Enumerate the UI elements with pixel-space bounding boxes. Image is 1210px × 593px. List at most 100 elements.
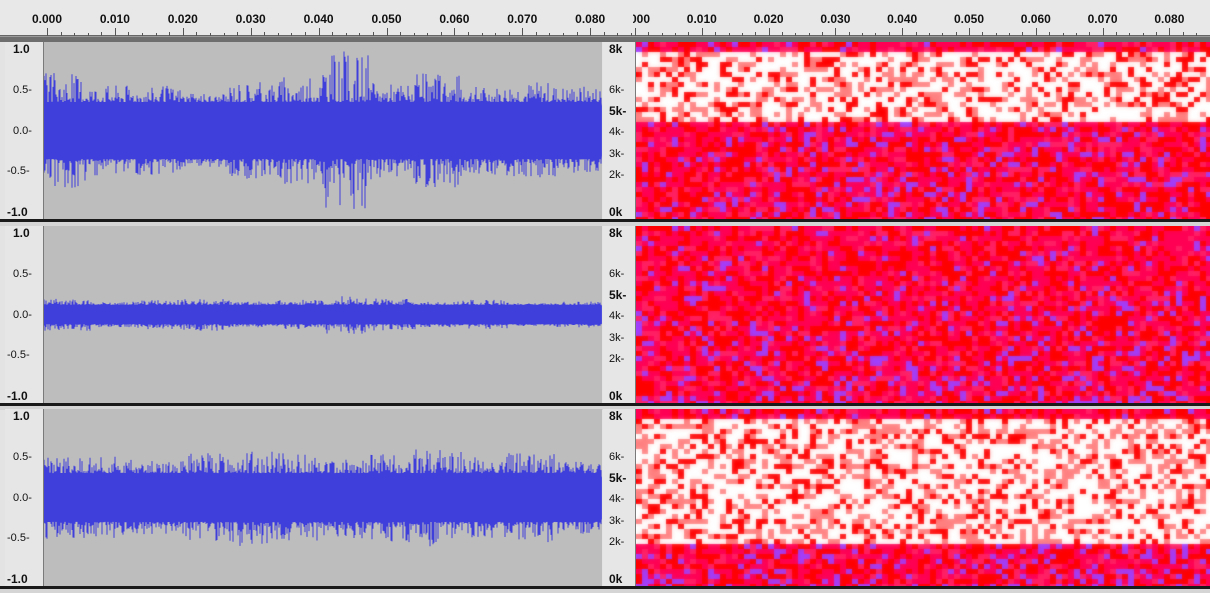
ruler-minor-tick [1022,32,1024,36]
amplitude-scale[interactable]: 1.0 0.5- 0.0- -0.5- -1.0 [5,42,44,219]
track-separator[interactable] [0,219,1210,222]
frequency-label: 2k- [609,535,625,548]
ruler-minor-tick [332,32,334,36]
spectrogram-view[interactable] [636,226,1210,403]
frequency-label: 0k [609,388,623,403]
frequency-scale[interactable]: 8k 6k- 5k- 4k- 3k- 2k- 0k [603,226,636,403]
ruler-minor-tick [781,32,783,36]
waveform-view[interactable] [44,409,602,586]
ruler-label: 0.050 [371,12,402,26]
ruler-minor-tick [915,32,917,36]
ruler-minor-tick [576,32,578,36]
waveform-view[interactable] [44,226,602,403]
ruler-minor-tick [535,32,537,36]
frequency-label: 4k- [609,493,625,506]
ruler-minor-tick [848,32,850,36]
frequency-label: 6k- [609,450,625,463]
ruler-minor-tick [413,33,415,36]
ruler-minor-tick [1049,32,1051,36]
ruler-minor-tick [563,33,565,36]
ruler-minor-tick [942,33,944,36]
waveform-peaks [44,296,602,334]
ruler-label: 0.070 [507,12,538,26]
track-1[interactable]: 1.0 0.5- 0.0- -0.5- -1.0 8k 6k- 5k- 4k- 3k- 2k- 0k [0,42,1210,219]
amplitude-label: 0.0- [13,308,32,321]
ruler-major-tick [590,28,592,36]
ruler-label: 0.030 [820,12,851,26]
frequency-scale[interactable]: 8k 6k- 5k- 4k- 3k- 2k- 0k [603,409,636,586]
ruler-minor-tick [196,32,198,36]
ruler-minor-tick [142,33,144,36]
waveform [44,296,602,334]
frequency-label: 5k- [609,104,627,119]
ruler-label: 0.080 [1154,12,1185,26]
ruler-minor-tick [688,32,690,36]
ruler-minor-tick [508,32,510,36]
ruler-minor-tick [675,33,677,36]
track-separator[interactable] [0,403,1210,406]
amplitude-label: -0.5- [7,532,30,545]
ruler-minor-tick [101,32,103,36]
ruler-label: 0.070 [1087,12,1118,26]
frequency-label: 6k- [609,83,625,96]
frequency-label: 5k- [609,288,627,303]
spectrogram-view[interactable] [636,42,1210,219]
amplitude-label: 0.0- [13,491,32,504]
ruler-minor-tick [715,32,717,36]
ruler-minor-tick [155,33,157,36]
amplitude-scale[interactable]: 1.0 0.5- 0.0- -0.5- -1.0 [5,409,44,586]
frequency-label: 5k- [609,471,627,486]
spectrogram [636,42,1210,219]
time-ruler-waveform[interactable]: 0.000 0.010 0.020 0.030 0.040 0.050 0.060 0.070… [0,0,633,37]
ruler-minor-tick [982,32,984,36]
amplitude-label: -1.0 [7,388,28,403]
ruler-minor-tick [1182,32,1184,36]
ruler-minor-tick [822,32,824,36]
track-gap [0,406,1210,410]
waveform-peaks [44,449,602,547]
ruler-label: 0.010 [99,12,130,26]
ruler-minor-tick [128,32,130,36]
time-ruler-spectrogram[interactable]: 0.000 0.010 0.020 0.030 0.040 0.050 0.060 0.070… [633,0,1210,37]
amplitude-label: 0.5- [13,450,32,463]
amplitude-label: 0.5- [13,83,32,96]
frequency-label: 3k- [609,514,625,527]
ruler-minor-tick [467,32,469,36]
ruler-major-tick [969,28,970,36]
ruler-minor-tick [372,32,374,36]
amplitude-label: 1.0 [13,42,30,57]
waveform-view[interactable] [44,42,602,219]
ruler-minor-tick [277,33,279,36]
ruler-minor-tick [400,32,402,36]
ruler-major-tick [1102,28,1104,36]
ruler-major-tick [250,28,252,36]
frequency-label: 6k- [609,267,625,280]
amplitude-scale[interactable]: 1.0 0.5- 0.0- -0.5- -1.0 [5,226,44,403]
ruler-minor-tick [1115,32,1117,36]
track-2[interactable]: 1.0 0.5- 0.0- -0.5- -1.0 8k 6k- 5k- 4k- 3k- 2k- 0k [0,226,1210,403]
amplitude-label: 1.0 [13,226,30,241]
frequency-scale[interactable]: 8k 6k- 5k- 4k- 3k- 2k- 0k [603,42,636,219]
ruler-major-tick [701,28,703,36]
ruler-minor-tick [209,33,211,36]
ruler-major-tick [902,28,904,36]
amplitude-label: -0.5- [7,165,30,178]
spectrogram-view[interactable] [636,409,1210,586]
ruler-minor-tick [955,32,957,36]
ruler-minor-tick [87,33,89,36]
ruler-minor-tick [795,33,797,36]
ruler-major-tick [635,28,636,36]
spectrogram [636,226,1210,403]
frequency-label: 2k- [609,352,625,365]
ruler-minor-tick [648,32,650,36]
ruler-minor-tick [862,33,864,36]
frequency-label: 8k [609,226,623,241]
amplitude-label: 0.5- [13,267,32,280]
ruler-label: 0.040 [303,12,334,26]
ruler-label: 0.060 [1020,12,1051,26]
ruler-label: 0.050 [953,12,985,26]
ruler-minor-tick [1089,32,1091,36]
track-3[interactable]: 1.0 0.5- 0.0- -0.5- -1.0 8k 6k- 5k- 4k- 3k- 2k- 0k [0,409,1210,586]
ruler-minor-tick [440,32,442,36]
ruler-minor-tick [1009,33,1011,36]
